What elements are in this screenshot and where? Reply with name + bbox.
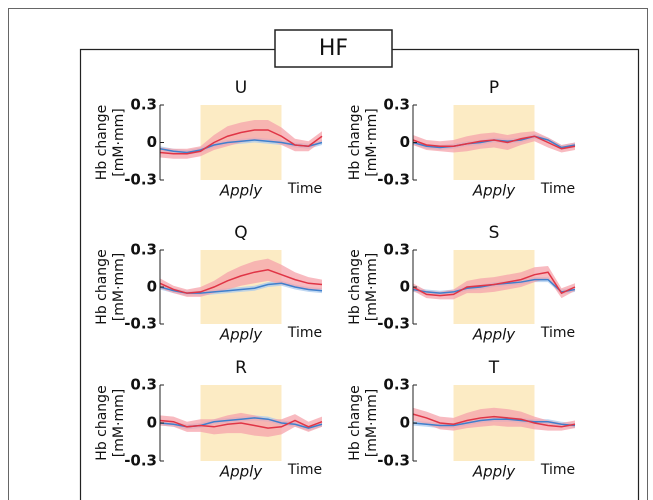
y-tick-label: 0 — [147, 133, 157, 151]
y-tick-label: 0 — [147, 278, 157, 296]
frame — [8, 8, 648, 500]
y-tick-label: 0 — [400, 278, 410, 296]
y-tick-label: -0.3 — [124, 315, 157, 333]
figure-title: HF — [319, 36, 348, 61]
series-line — [412, 418, 576, 427]
y-tick-label: 0.3 — [130, 96, 157, 114]
y-axis-label: Hb change — [94, 249, 110, 324]
y-axis-label: [mM·mm] — [111, 389, 127, 457]
series-line — [412, 135, 576, 150]
x-axis-label: Time — [540, 462, 575, 478]
y-axis-label: [mM·mm] — [111, 108, 127, 176]
series-line — [159, 268, 323, 294]
y-axis-label: [mM·mm] — [364, 389, 380, 457]
panel-title: S — [489, 223, 500, 243]
title-box — [274, 29, 393, 68]
y-tick-label: 0.3 — [383, 241, 410, 259]
error-band — [160, 258, 322, 297]
apply-label: Apply — [219, 463, 263, 481]
y-tick-label: -0.3 — [377, 452, 410, 470]
error-band — [160, 120, 322, 159]
x-axis-label: Time — [540, 325, 575, 341]
panel-title: Q — [234, 223, 247, 243]
y-tick-label: 0.3 — [130, 241, 157, 259]
y-axis-label: Hb change — [347, 105, 363, 180]
x-axis-label: Time — [287, 181, 322, 197]
y-tick-label: 0.3 — [383, 376, 410, 394]
series-line — [412, 413, 576, 428]
y-axis-label: [mM·mm] — [364, 108, 380, 176]
y-axis-label: Hb change — [347, 385, 363, 460]
apply-label: Apply — [472, 463, 516, 481]
x-axis-label: Time — [540, 181, 575, 197]
y-tick-label: 0.3 — [383, 96, 410, 114]
y-tick-label: -0.3 — [124, 171, 157, 189]
apply-label: Apply — [472, 326, 516, 344]
error-band — [160, 412, 322, 437]
apply-label: Apply — [472, 182, 516, 200]
y-tick-label: 0 — [400, 133, 410, 151]
y-axis-label: Hb change — [94, 385, 110, 460]
y-tick-label: -0.3 — [124, 452, 157, 470]
series-line — [159, 419, 323, 429]
y-axis-label: Hb change — [94, 105, 110, 180]
y-tick-label: -0.3 — [377, 315, 410, 333]
apply-label: Apply — [219, 182, 263, 200]
panel-title: P — [489, 78, 499, 98]
x-axis-label: Time — [287, 462, 322, 478]
apply-label: Apply — [219, 326, 263, 344]
panel-title: R — [235, 358, 247, 378]
y-tick-label: 0.3 — [130, 376, 157, 394]
y-tick-label: -0.3 — [377, 171, 410, 189]
y-axis-label: [mM·mm] — [364, 253, 380, 321]
series-line — [159, 129, 323, 155]
panel-title: U — [235, 78, 247, 98]
y-axis-label: Hb change — [347, 249, 363, 324]
panel-title: T — [488, 358, 500, 378]
y-tick-label: 0 — [400, 414, 410, 432]
y-tick-label: 0 — [147, 414, 157, 432]
x-axis-label: Time — [287, 325, 322, 341]
series-line — [412, 271, 576, 297]
y-axis-label: [mM·mm] — [111, 253, 127, 321]
